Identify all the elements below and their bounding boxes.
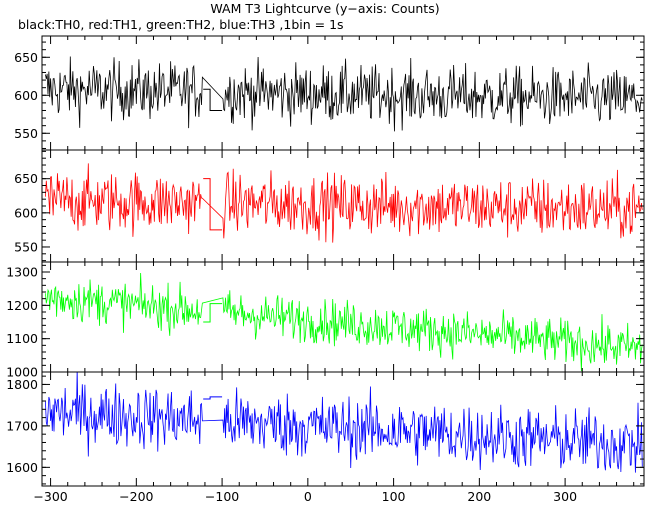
panel-th1: 550 600 650 [14,149,645,263]
panel-frame [41,261,645,373]
y-tick-label: 1100 [6,331,38,346]
panel-th3: 1600 1700 1800 [6,371,645,487]
series-line-th3 [45,372,643,473]
y-tick-label: 600 [14,205,38,220]
y-tick-label: 1600 [6,460,38,475]
series-line-th2 [45,272,643,372]
x-tick-label: 0 [304,489,312,504]
x-tick-label: 200 [467,489,491,504]
series-line-th1 [45,163,643,243]
panel-th0: 550 600 650 [14,35,645,151]
chart-title: WAM T3 Lightcurve (y−axis: Counts) [210,1,440,16]
x-tick-label: 100 [382,489,406,504]
panel-th2: 1000 1100 1200 1300 [6,261,645,380]
series-line-th0 [45,56,643,132]
y-tick-label: 650 [14,50,38,65]
x-tick-label: −100 [205,489,239,504]
panel-frame [41,371,645,487]
y-tick-label: 1300 [6,265,38,280]
x-tick-label: 300 [553,489,577,504]
y-tick-label: 1700 [6,418,38,433]
x-tick-label: −200 [119,489,153,504]
gap-step-line [203,396,223,400]
y-tick-label: 550 [14,239,38,254]
gap-step-line [203,88,223,111]
y-tick-label: 1800 [6,377,38,392]
y-tick-label: 650 [14,171,38,186]
y-tick-label: 600 [14,88,38,103]
y-tick-label: 1000 [6,365,38,380]
y-tick-label: 550 [14,126,38,141]
gap-step-line [203,178,223,231]
chart-subtitle: black:TH0, red:TH1, green:TH2, blue:TH3 … [18,17,344,32]
x-tick-label: −300 [33,489,67,504]
gap-step-line [203,303,223,323]
y-tick-label: 1200 [6,298,38,313]
